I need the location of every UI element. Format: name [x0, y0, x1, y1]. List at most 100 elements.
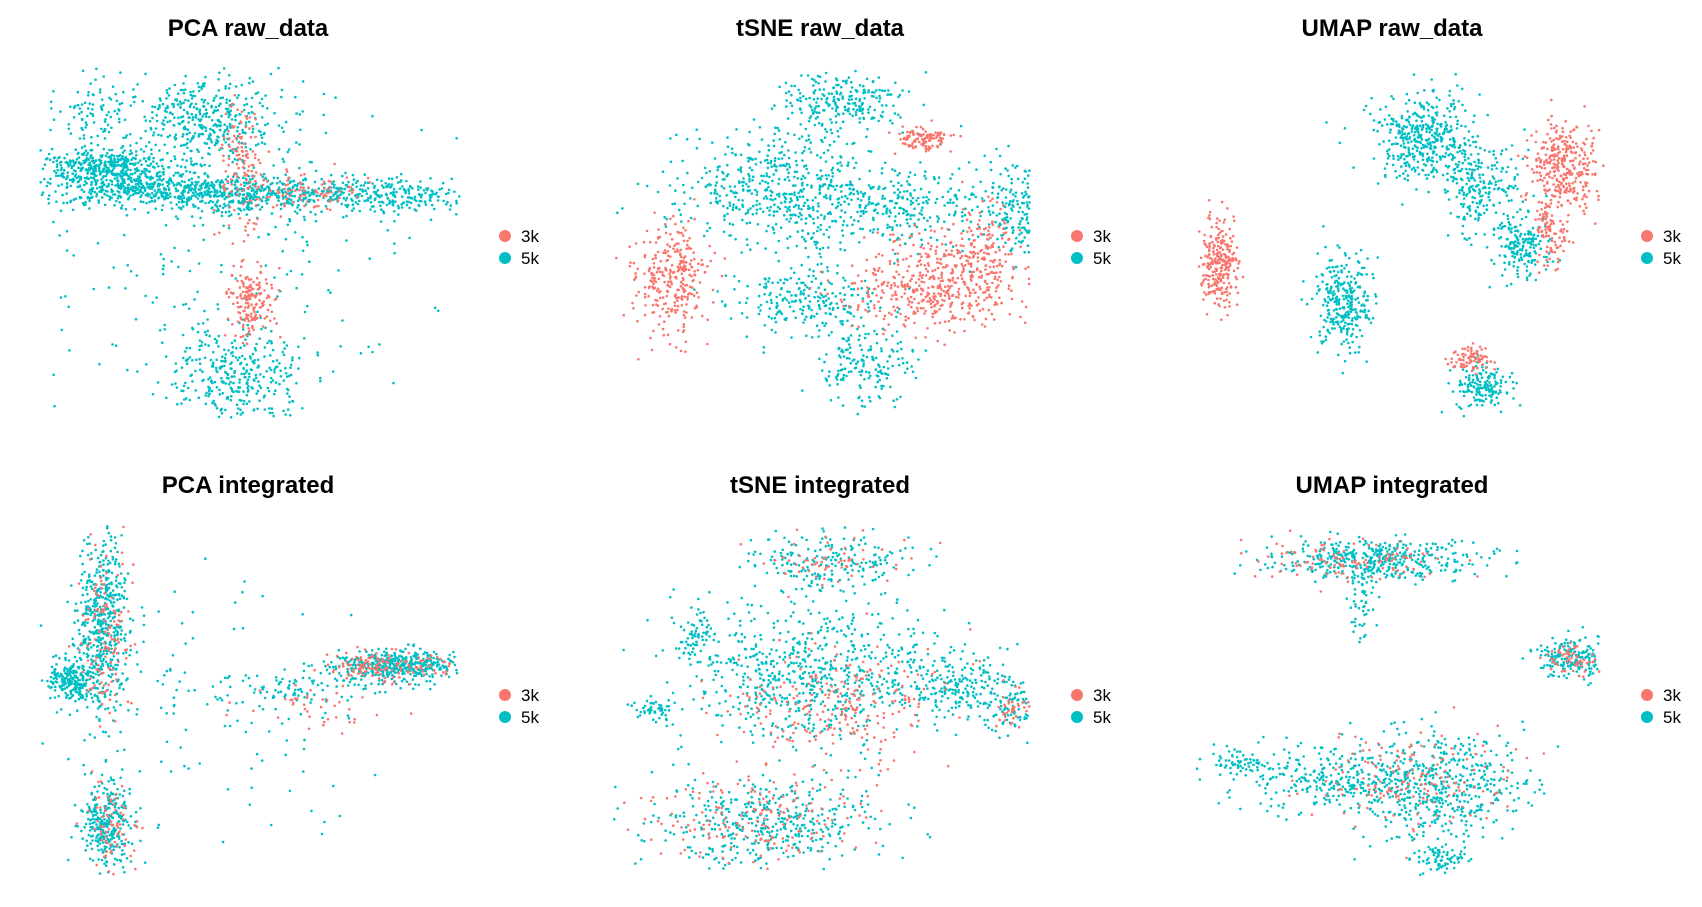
point-5k — [204, 75, 207, 79]
point-5k — [132, 88, 135, 91]
point-5k — [75, 176, 79, 180]
point-5k — [807, 119, 811, 123]
point-3k — [268, 295, 271, 299]
point-5k — [836, 264, 839, 267]
point-5k — [755, 193, 759, 197]
point-5k — [837, 83, 840, 87]
point-5k — [1020, 192, 1024, 195]
point-5k — [301, 80, 305, 83]
point-5k — [850, 232, 853, 235]
point-5k — [133, 189, 137, 193]
point-5k — [413, 208, 417, 211]
point-5k — [849, 180, 852, 183]
point-5k — [89, 82, 92, 85]
point-3k — [673, 304, 677, 308]
point-5k — [1025, 218, 1028, 222]
point-5k — [289, 191, 293, 194]
point-5k — [819, 296, 822, 300]
point-5k — [869, 374, 872, 378]
point-5k — [287, 148, 291, 151]
point-5k — [295, 184, 299, 188]
point-3k — [282, 202, 286, 205]
point-5k — [786, 175, 790, 179]
point-5k — [676, 177, 679, 180]
point-3k — [326, 207, 329, 211]
point-5k — [225, 101, 228, 105]
point-5k — [862, 354, 865, 357]
point-5k — [87, 91, 90, 94]
point-5k — [840, 229, 844, 232]
point-5k — [764, 282, 767, 286]
point-5k — [72, 116, 76, 119]
point-3k — [227, 137, 231, 141]
point-5k — [257, 196, 261, 199]
point-5k — [129, 269, 133, 273]
point-5k — [185, 346, 188, 350]
point-5k — [224, 370, 227, 374]
point-5k — [769, 159, 773, 163]
point-3k — [661, 273, 664, 277]
point-5k — [989, 160, 993, 164]
point-3k — [246, 233, 250, 237]
point-5k — [422, 189, 426, 192]
point-5k — [764, 180, 767, 184]
point-5k — [226, 175, 230, 178]
point-5k — [84, 168, 88, 172]
point-5k — [184, 381, 187, 385]
point-5k — [187, 121, 190, 124]
point-5k — [889, 119, 892, 122]
point-3k — [628, 245, 631, 248]
point-5k — [289, 414, 292, 417]
point-5k — [797, 277, 801, 281]
point-5k — [188, 187, 191, 191]
point-5k — [846, 310, 849, 314]
point-5k — [179, 195, 183, 198]
point-3k — [275, 204, 279, 207]
point-3k — [224, 112, 228, 116]
point-5k — [295, 381, 298, 385]
point-3k — [267, 150, 271, 153]
point-5k — [150, 199, 154, 203]
point-5k — [852, 287, 856, 291]
point-5k — [182, 101, 185, 105]
point-5k — [386, 229, 390, 232]
point-5k — [1025, 212, 1029, 216]
point-5k — [197, 180, 200, 184]
point-3k — [233, 93, 237, 97]
point-5k — [322, 113, 326, 117]
point-5k — [153, 105, 157, 109]
point-5k — [251, 352, 255, 356]
point-5k — [286, 150, 290, 154]
point-5k — [871, 291, 874, 295]
point-3k — [937, 139, 941, 142]
point-3k — [891, 294, 894, 297]
point-5k — [769, 298, 773, 302]
point-5k — [62, 176, 66, 179]
point-5k — [332, 194, 335, 197]
point-5k — [184, 350, 187, 353]
point-5k — [80, 110, 83, 114]
point-5k — [144, 72, 147, 76]
point-5k — [963, 213, 967, 217]
point-5k — [213, 402, 217, 406]
point-5k — [61, 174, 64, 177]
point-3k — [902, 137, 906, 141]
point-5k — [100, 127, 103, 131]
point-5k — [95, 181, 98, 185]
point-5k — [180, 198, 184, 201]
point-5k — [182, 126, 186, 130]
point-5k — [172, 105, 175, 108]
point-5k — [897, 212, 901, 215]
point-5k — [831, 155, 834, 159]
point-5k — [190, 160, 193, 163]
point-5k — [373, 184, 377, 188]
point-5k — [78, 185, 82, 188]
point-5k — [47, 152, 51, 156]
point-5k — [238, 356, 241, 359]
point-5k — [244, 181, 248, 185]
point-5k — [216, 195, 219, 198]
point-5k — [75, 158, 79, 161]
point-5k — [820, 174, 824, 178]
point-5k — [772, 173, 775, 176]
point-5k — [217, 345, 220, 348]
